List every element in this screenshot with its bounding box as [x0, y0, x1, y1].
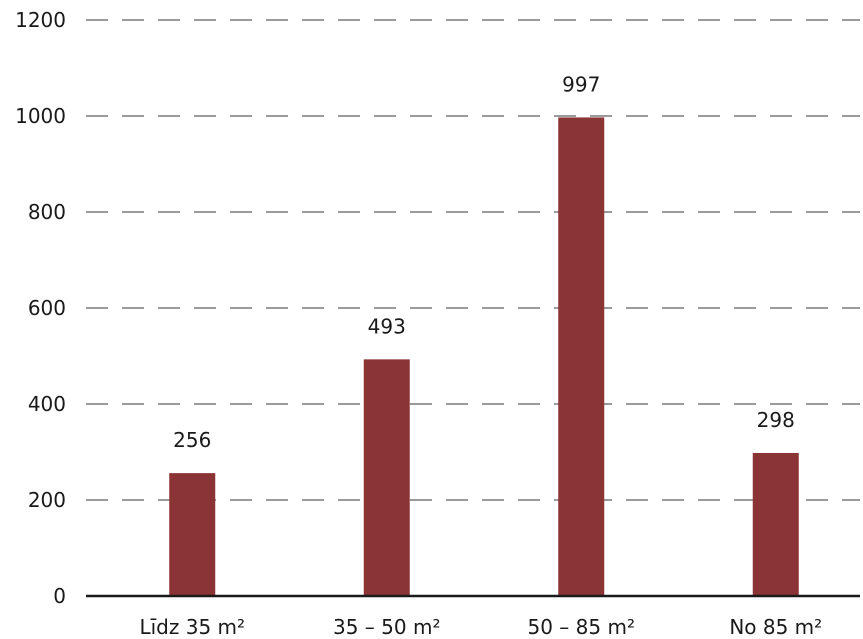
bars	[169, 117, 799, 596]
x-category-label: 50 – 85 m²	[528, 615, 635, 639]
y-axis-ticks: 0 200 400 600 800 1000 1200	[15, 8, 66, 608]
y-tick-label: 200	[28, 488, 66, 512]
y-tick-label: 400	[28, 392, 66, 416]
bar-value-label: 997	[562, 72, 600, 96]
bar-value-label: 298	[757, 408, 795, 432]
x-axis-categories: Līdz 35 m² 35 – 50 m² 50 – 85 m² No 85 m²	[139, 615, 822, 639]
x-category-label: 35 – 50 m²	[333, 615, 440, 639]
x-category-label: No 85 m²	[729, 615, 822, 639]
y-tick-label: 1000	[15, 104, 66, 128]
y-tick-label: 1200	[15, 8, 66, 32]
bar	[169, 473, 216, 596]
bar-value-label: 256	[173, 428, 211, 452]
y-tick-label: 0	[53, 584, 66, 608]
data-labels: 256 493 997 298	[173, 72, 795, 452]
y-tick-label: 800	[28, 200, 66, 224]
bar	[558, 117, 605, 596]
x-category-label: Līdz 35 m²	[139, 615, 245, 639]
bar-value-label: 493	[368, 314, 406, 338]
bar	[363, 359, 410, 596]
y-tick-label: 600	[28, 296, 66, 320]
bar	[752, 452, 799, 596]
